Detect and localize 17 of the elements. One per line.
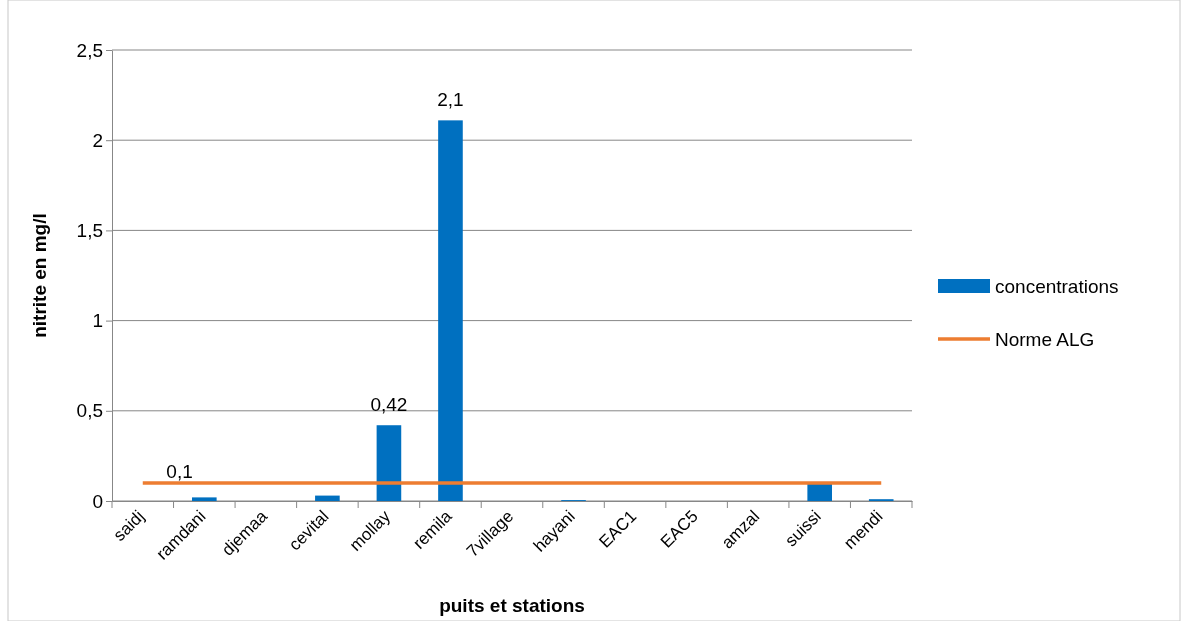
bar [376, 425, 402, 501]
x-axis-title: puits et stations [439, 595, 585, 616]
y-axis-title: nitrite en mg/l [29, 213, 50, 338]
legend-label: concentrations [995, 275, 1119, 297]
legend-label: Norme ALG [995, 328, 1095, 350]
y-tick-label: 0 [92, 490, 103, 512]
y-tick-label: 2,5 [76, 39, 103, 61]
data-label: 2,1 [437, 89, 464, 111]
annotation: 0,1 [166, 460, 193, 482]
y-tick-label: 1 [92, 310, 103, 332]
bar [315, 495, 340, 501]
y-tick-label: 0,5 [76, 400, 103, 422]
bar [192, 497, 217, 501]
y-tick-label: 2 [92, 129, 103, 151]
data-label: 0,42 [370, 394, 408, 416]
bar [438, 120, 463, 501]
y-tick-label: 1,5 [76, 219, 103, 241]
